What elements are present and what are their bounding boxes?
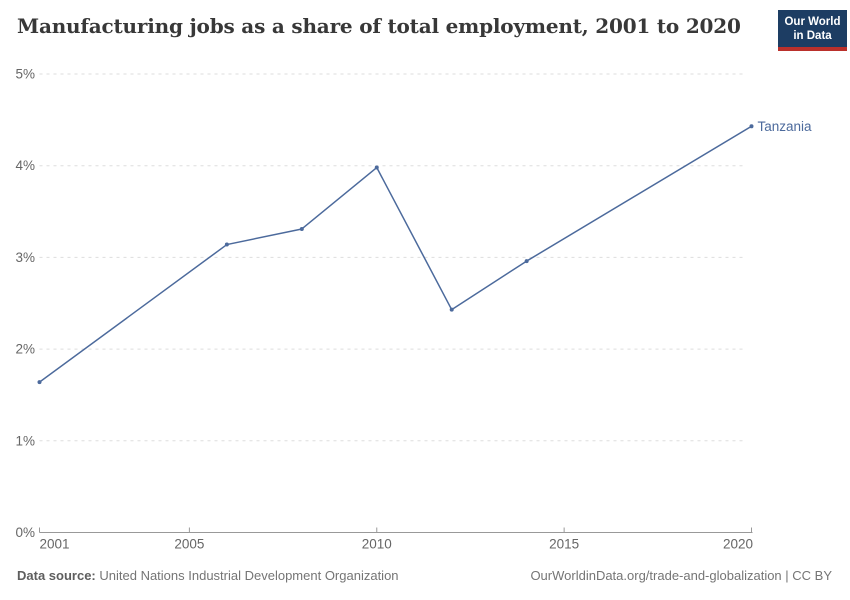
data-point[interactable] bbox=[749, 124, 754, 129]
x-tick-label: 2020 bbox=[723, 537, 753, 552]
y-tick-label: 1% bbox=[15, 433, 35, 448]
owid-logo-line1: Our World bbox=[784, 16, 841, 28]
series-end-label[interactable]: Tanzania bbox=[758, 119, 813, 134]
x-tick-label: 2005 bbox=[174, 537, 204, 552]
data-point[interactable] bbox=[374, 165, 379, 170]
y-tick-label: 5% bbox=[15, 67, 35, 82]
data-point[interactable] bbox=[299, 226, 304, 231]
y-tick-label: 4% bbox=[15, 158, 35, 173]
owid-logo-line2: in Data bbox=[793, 30, 832, 42]
series-line-tanzania[interactable] bbox=[39, 125, 752, 383]
owid-logo[interactable]: Our World in Data bbox=[778, 10, 847, 51]
y-tick-label: 2% bbox=[15, 342, 35, 357]
data-source-value: United Nations Industrial Development Or… bbox=[99, 568, 399, 583]
data-source-label: Data source: bbox=[17, 568, 96, 583]
chart-footer: Data source: United Nations Industrial D… bbox=[17, 568, 832, 584]
y-tick-label: 3% bbox=[15, 250, 35, 265]
data-point[interactable] bbox=[224, 242, 229, 247]
chart-title: Manufacturing jobs as a share of total e… bbox=[17, 14, 741, 38]
data-point[interactable] bbox=[449, 307, 454, 312]
x-tick-label: 2010 bbox=[362, 537, 392, 552]
y-tick-label: 0% bbox=[15, 525, 35, 540]
data-point[interactable] bbox=[524, 259, 529, 264]
data-source: Data source: United Nations Industrial D… bbox=[17, 568, 399, 584]
footer-license-link[interactable]: OurWorldinData.org/trade-and-globalizati… bbox=[530, 568, 832, 583]
x-tick-label: 2001 bbox=[40, 537, 70, 552]
data-point[interactable] bbox=[37, 380, 42, 385]
x-tick-label: 2015 bbox=[549, 537, 579, 552]
